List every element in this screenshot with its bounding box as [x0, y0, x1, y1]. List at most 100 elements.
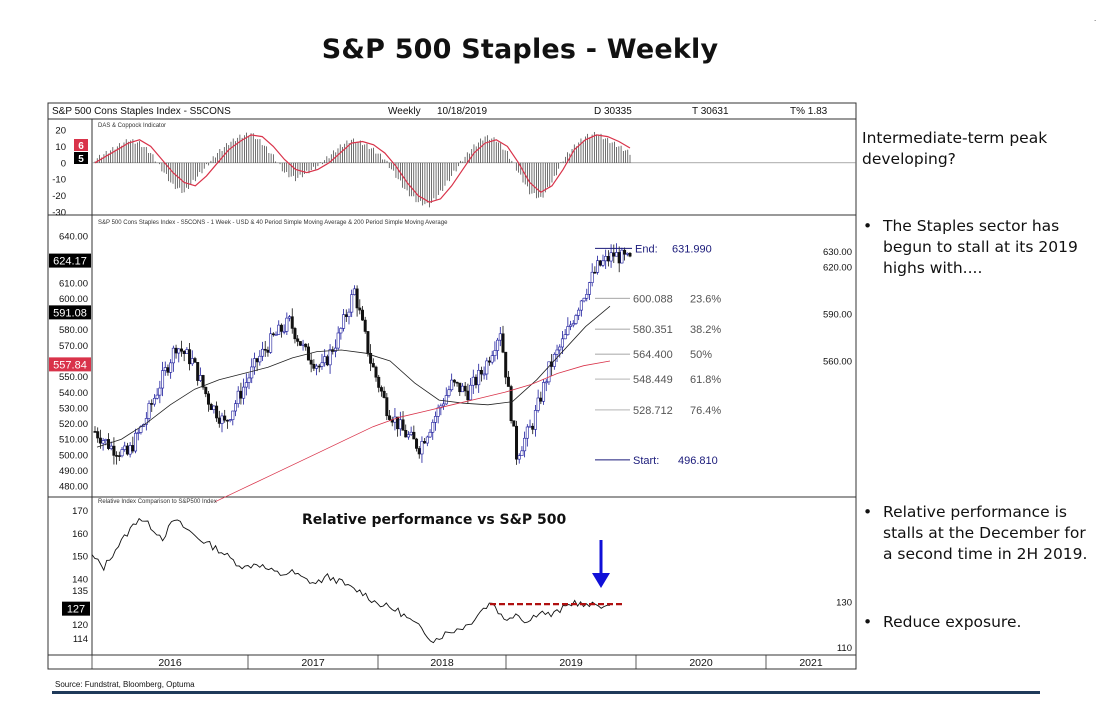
price-candle-body	[120, 449, 124, 457]
price-ytick: 580.00	[59, 325, 88, 336]
price-candle-body	[474, 376, 478, 386]
relative-line	[91, 517, 610, 644]
price-candle-body	[269, 333, 273, 353]
price-candle-body	[290, 316, 294, 329]
price-candle-body	[344, 314, 348, 317]
price-ytick: 540.00	[59, 388, 88, 399]
fib-level-value: 548.449	[633, 374, 673, 386]
price-candle-body	[420, 441, 424, 455]
price-candle-body	[417, 448, 421, 455]
price-candle-body	[298, 341, 302, 346]
price-candle-body	[374, 366, 378, 378]
price-candle-body	[261, 348, 265, 357]
price-candle-body	[123, 445, 127, 450]
price-candle-body	[593, 271, 597, 274]
price-ytick: 600.00	[59, 294, 88, 305]
price-candle-body	[563, 334, 567, 340]
price-candle-body	[342, 314, 346, 329]
fib-level-pct: 38.2%	[690, 324, 721, 336]
price-candle-body	[596, 260, 600, 273]
chart-symbol: S&P 500 Cons Staples Index - S5CONS	[52, 106, 231, 117]
price-candle-body	[288, 316, 292, 319]
price-candle-body	[282, 330, 286, 333]
chart-d-value: D 30335	[594, 106, 632, 117]
price-candle-body	[209, 404, 213, 411]
price-candle-body	[150, 403, 154, 405]
relative-badge	[62, 601, 90, 616]
price-candle-body	[379, 387, 383, 392]
das-ytick: -20	[52, 191, 66, 202]
bullet-glyph: •	[863, 217, 873, 235]
price-candle-body	[320, 362, 324, 367]
price-candle-body	[242, 386, 246, 399]
price-ytick: 550.00	[59, 372, 88, 383]
x-year-label: 2016	[158, 657, 182, 669]
price-candle-body	[296, 338, 300, 342]
price-candle-body	[182, 350, 186, 354]
price-candle-body	[614, 252, 618, 257]
price-candle-body	[136, 432, 140, 434]
price-candle-body	[577, 309, 581, 316]
price-candle-body	[574, 315, 578, 324]
price-candle-body	[179, 348, 183, 352]
relative-ytick: 120	[72, 620, 88, 631]
price-candle-body	[542, 382, 546, 402]
fib-start-label: Start:	[633, 455, 659, 467]
x-year-label: 2020	[689, 657, 713, 669]
price-ytick: 640.00	[59, 231, 88, 242]
price-candle-body	[433, 416, 437, 423]
price-candle-body	[188, 349, 192, 365]
price-candle-body	[128, 445, 132, 455]
price-candle-body	[396, 416, 400, 430]
price-candle-body	[523, 437, 527, 452]
relative-ytick: 110	[837, 643, 852, 654]
price-candle-body	[101, 440, 105, 444]
fib-level-pct: 61.8%	[690, 374, 721, 386]
price-candle-body	[325, 356, 329, 366]
price-candle-body	[144, 418, 148, 425]
price-candle-body	[558, 346, 562, 351]
relative-annotation: Relative performance vs S&P 500	[302, 512, 566, 528]
price-candle-body	[236, 390, 240, 404]
price-candle-body	[131, 445, 135, 452]
das-ytick: -10	[52, 175, 66, 186]
price-candle-body	[169, 362, 173, 373]
price-candle-body	[371, 363, 375, 368]
price-candle-body	[460, 385, 464, 393]
price-candle-body	[401, 419, 405, 431]
price-candle-body	[323, 356, 327, 364]
price-candle-body	[204, 386, 208, 395]
price-candle-body	[250, 366, 254, 379]
price-candle-body	[266, 349, 270, 353]
price-candle-body	[504, 351, 508, 378]
price-candle-body	[333, 347, 337, 352]
price-ytick: 620.00	[823, 263, 852, 274]
price-candle-body	[244, 382, 248, 388]
das-ytick: 20	[55, 126, 66, 137]
price-candle-body	[404, 430, 408, 438]
price-candle-body	[566, 326, 570, 335]
price-candle-body	[406, 434, 410, 438]
price-candle-body	[360, 309, 364, 321]
price-ytick: 510.00	[59, 435, 88, 446]
price-candle-body	[550, 361, 554, 367]
price-candle-body	[482, 373, 486, 376]
price-candle-body	[163, 367, 167, 371]
fib-level-value: 600.088	[633, 293, 673, 305]
price-candle-body	[358, 307, 362, 311]
price-candle-body	[509, 386, 513, 421]
price-ytick: 480.00	[59, 482, 88, 493]
price-candle-body	[469, 384, 473, 401]
commentary-bullet-3: • Reduce exposure.	[863, 612, 1098, 633]
price-candle-body	[531, 425, 535, 430]
bullet-text: The Staples sector has begun to stall at…	[883, 217, 1078, 277]
price-candle-body	[206, 393, 210, 405]
price-candle-body	[328, 349, 332, 366]
price-candle-body	[620, 249, 624, 264]
price-candle-body	[388, 415, 392, 420]
price-candle-body	[604, 256, 608, 262]
price-candle-body	[225, 419, 229, 422]
das-badge	[74, 152, 88, 164]
price-candle-body	[258, 355, 262, 363]
price-candle-body	[109, 445, 113, 449]
